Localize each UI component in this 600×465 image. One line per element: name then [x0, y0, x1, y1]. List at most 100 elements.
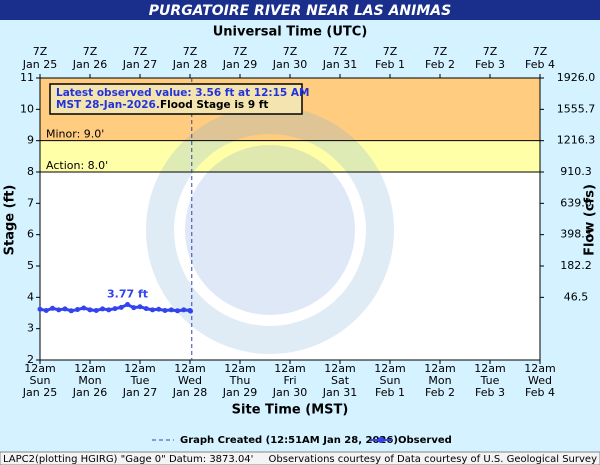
- x-tick-label: Jan 28: [172, 386, 207, 399]
- x-tick-label: Mon: [78, 374, 101, 387]
- y2-tick-label: 1555.7: [557, 102, 596, 115]
- x-tick-label: Jan 26: [72, 386, 107, 399]
- x-tick-label: Jan 31: [322, 386, 357, 399]
- series-point: [131, 305, 137, 311]
- footer-text: Observations courtesy of Data courtesy o…: [269, 454, 598, 465]
- series-point: [162, 307, 168, 313]
- x-tick-label: Feb 4: [525, 386, 555, 399]
- series-point: [143, 306, 149, 312]
- y2-tick-label: 398.3: [560, 228, 592, 241]
- peak-label: 3.77 ft: [107, 288, 148, 301]
- x2-tick-label: 7Z: [183, 45, 198, 58]
- y-title: Stage (ft): [3, 185, 18, 256]
- x2-tick-label: Feb 2: [425, 58, 455, 71]
- series-point: [150, 307, 155, 313]
- series-point: [106, 307, 112, 313]
- x-tick-label: 12am: [224, 362, 255, 375]
- x2-tick-label: Jan 30: [272, 58, 307, 71]
- y2-tick-label: 46.5: [564, 290, 589, 303]
- series-point: [56, 307, 62, 313]
- x2-tick-label: 7Z: [483, 45, 498, 58]
- y2-tick-label: 182.2: [560, 259, 592, 272]
- x2-tick-label: 7Z: [133, 45, 148, 58]
- y-tick-label: 5: [27, 259, 34, 272]
- series-point: [100, 306, 105, 312]
- series-point: [50, 305, 55, 311]
- series-point: [68, 308, 74, 314]
- x-tick-label: Tue: [130, 374, 150, 387]
- series-point: [168, 307, 174, 313]
- x-tick-label: Wed: [178, 374, 202, 387]
- series-point: [118, 304, 124, 310]
- x2-tick-label: Jan 31: [322, 58, 357, 71]
- y-tick-label: 8: [27, 165, 34, 178]
- legend-label: Observed: [398, 435, 452, 446]
- x-tick-label: Feb 1: [375, 386, 405, 399]
- x2-tick-label: 7Z: [283, 45, 298, 58]
- x-tick-label: 12am: [474, 362, 505, 375]
- x-tick-label: Wed: [528, 374, 552, 387]
- series-point: [125, 302, 130, 308]
- footer-bar: [0, 451, 600, 465]
- series-point: [112, 306, 118, 312]
- x2-title: Universal Time (UTC): [213, 25, 368, 40]
- x-tick-label: Feb 3: [475, 386, 505, 399]
- flood-label: Action: 8.0': [46, 159, 108, 172]
- series-point: [75, 307, 80, 313]
- x-tick-label: Jan 29: [222, 386, 257, 399]
- legend-label: Graph Created (12:51AM Jan 28, 2026): [180, 435, 398, 446]
- x2-tick-label: 7Z: [533, 45, 548, 58]
- x-tick-label: Fri: [283, 374, 296, 387]
- legend-swatch: [378, 437, 384, 443]
- footer-text: LAPC2(plotting HGIRG) "Gage 0" Datum: 38…: [3, 454, 253, 465]
- plot-frame: [39, 77, 541, 361]
- x2-tick-label: 7Z: [233, 45, 248, 58]
- x2-tick-label: 7Z: [83, 45, 98, 58]
- y-tick-label: 7: [27, 196, 34, 209]
- chart-title: PURGATOIRE RIVER NEAR LAS ANIMAS: [149, 3, 451, 19]
- y2-tick-label: 1926.0: [557, 71, 596, 84]
- x2-tick-label: Jan 29: [222, 58, 257, 71]
- latest-line: Flood Stage is 9 ft: [160, 99, 268, 111]
- y2-tick-label: 910.3: [560, 165, 592, 178]
- watermark: [146, 106, 394, 354]
- x-tick-label: Mon: [428, 374, 451, 387]
- x2-tick-label: Jan 27: [122, 58, 157, 71]
- x-tick-label: 12am: [324, 362, 355, 375]
- x-tick-label: Sun: [380, 374, 401, 387]
- series-point: [37, 306, 43, 312]
- x-tick-label: Tue: [480, 374, 500, 387]
- x-tick-label: 12am: [424, 362, 455, 375]
- y-tick-label: 4: [27, 290, 34, 303]
- x2-tick-label: 7Z: [333, 45, 348, 58]
- x-tick-label: Jan 25: [22, 386, 57, 399]
- title-bar: [0, 0, 600, 20]
- x-tick-label: Jan 27: [122, 386, 157, 399]
- y2-title: Flow (cfs): [583, 184, 598, 256]
- x-tick-label: 12am: [174, 362, 205, 375]
- latest-line: Latest observed value: 3.56 ft at 12:15 …: [56, 87, 309, 99]
- x-tick-label: Sat: [331, 374, 350, 387]
- x-tick-label: 12am: [274, 362, 305, 375]
- x2-tick-label: 7Z: [33, 45, 48, 58]
- x-tick-label: Sun: [30, 374, 51, 387]
- series-point: [93, 307, 99, 313]
- x2-tick-label: 7Z: [433, 45, 448, 58]
- y-tick-label: 10: [20, 102, 34, 115]
- series-point: [156, 306, 162, 312]
- x2-tick-label: Feb 1: [375, 58, 405, 71]
- x2-tick-label: Jan 28: [172, 58, 207, 71]
- x-tick-label: 12am: [124, 362, 155, 375]
- x-tick-label: 12am: [524, 362, 555, 375]
- x-title: Site Time (MST): [232, 403, 349, 418]
- y2-tick-label: 1216.3: [557, 134, 596, 147]
- x2-tick-label: Jan 25: [22, 58, 57, 71]
- x2-tick-label: Feb 4: [525, 58, 555, 71]
- y-tick-label: 2: [27, 353, 34, 366]
- y-tick-label: 6: [27, 228, 34, 241]
- x2-tick-label: 7Z: [383, 45, 398, 58]
- x-tick-label: Feb 2: [425, 386, 455, 399]
- x-tick-label: 12am: [374, 362, 405, 375]
- y2-tick-label: 639.0: [560, 196, 592, 209]
- x2-tick-label: Feb 3: [475, 58, 505, 71]
